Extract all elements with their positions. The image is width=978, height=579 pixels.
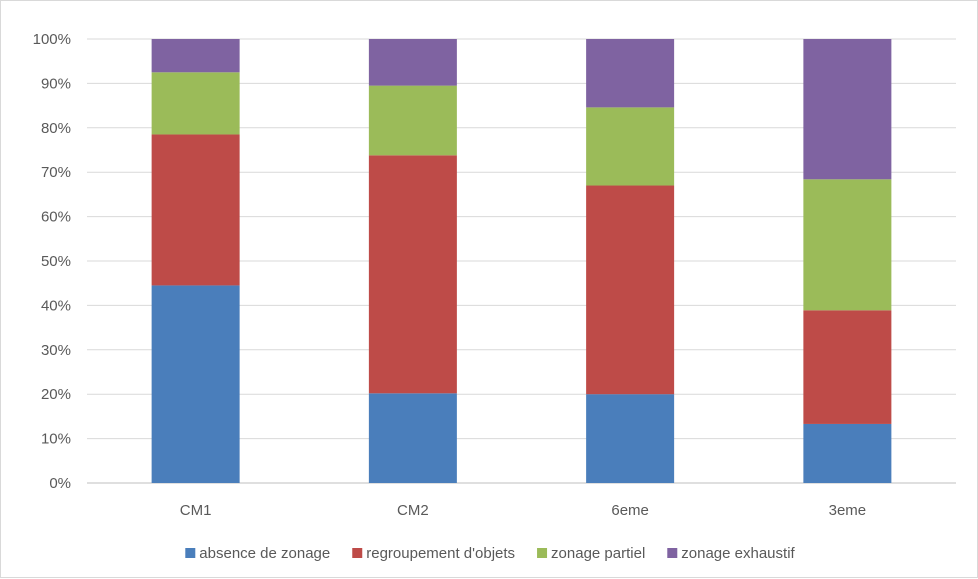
legend-swatch	[667, 548, 678, 558]
bar-segment	[586, 107, 675, 186]
y-axis-ticks: 0% 10% 20% 30% 40% 50% 60% 70% 80% 90% 100%	[33, 31, 71, 492]
bar-segment	[586, 394, 675, 483]
bar-segment	[368, 85, 457, 156]
bar-segment	[368, 39, 457, 86]
legend-label: regroupement d'objets	[366, 545, 515, 562]
bar-segment	[151, 72, 240, 135]
legend-swatch	[352, 548, 363, 558]
y-tick-label: 10%	[41, 431, 71, 448]
legend-item: regroupement d'objets	[352, 545, 515, 562]
bar-segment	[803, 179, 892, 311]
x-category-label: 6eme	[611, 502, 649, 519]
y-tick-label: 40%	[41, 297, 71, 314]
bars	[151, 39, 892, 483]
bar-segment	[803, 423, 892, 483]
bar-segment	[586, 185, 675, 395]
y-tick-label: 0%	[49, 475, 71, 492]
y-tick-label: 100%	[33, 31, 71, 48]
x-category-label: CM2	[397, 502, 429, 519]
y-tick-label: 70%	[41, 164, 71, 181]
y-tick-label: 80%	[41, 120, 71, 137]
legend: absence de zonage regroupement d'objets zo…	[185, 545, 796, 562]
y-tick-label: 90%	[41, 75, 71, 92]
bar-segment	[151, 39, 240, 73]
legend-item: absence de zonage	[185, 545, 330, 562]
legend-item: zonage exhaustif	[667, 545, 796, 562]
y-tick-label: 30%	[41, 342, 71, 359]
bar-segment	[151, 285, 240, 483]
x-category-label: CM1	[180, 502, 212, 519]
x-category-label: 3eme	[829, 502, 867, 519]
legend-item: zonage partiel	[537, 545, 645, 562]
y-tick-label: 60%	[41, 209, 71, 226]
legend-label: zonage exhaustif	[681, 545, 795, 562]
bar-segment	[368, 155, 457, 394]
bar-segment	[368, 393, 457, 483]
bar-segment	[586, 39, 675, 108]
legend-swatch	[185, 548, 196, 558]
y-tick-label: 20%	[41, 386, 71, 403]
bar-segment	[803, 310, 892, 424]
bar-segment	[803, 39, 892, 180]
legend-swatch	[537, 548, 548, 558]
bar-segment	[151, 134, 240, 286]
legend-label: absence de zonage	[199, 545, 330, 562]
y-tick-label: 50%	[41, 253, 71, 270]
x-axis-categories: CM1 CM2 6eme 3eme	[180, 502, 866, 519]
legend-label: zonage partiel	[551, 545, 645, 562]
